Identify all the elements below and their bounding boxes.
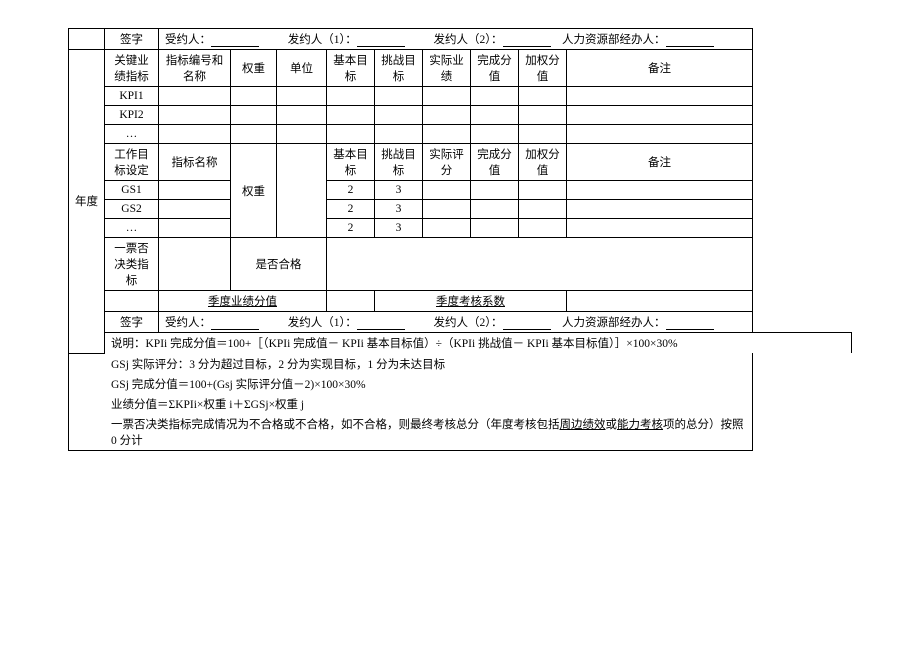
kpi-header-row: 年度 关键业绩指标 指标编号和名称 权重 单位 基本目标 挑战目标 实际业绩 完… — [69, 50, 852, 87]
sig-input[interactable] — [503, 318, 551, 330]
kpi-row: KPI2 — [69, 106, 852, 125]
gs-header-row: 工作目标设定 指标名称 权重 基本目标 挑战目标 实际评分 完成分值 加权分值 … — [69, 144, 852, 181]
appraisal-table: 签字 受约人： 发约人（1）： 发约人（2）： 人力资源部经办人： 年度 关键业… — [68, 28, 852, 451]
explain-row: 业绩分值＝ΣKPIi×权重 i＋ΣGSj×权重 j — [69, 394, 852, 414]
gs-row: GS123 — [69, 181, 852, 200]
sig-label: 签字 — [105, 312, 159, 333]
kpi-row: KPI1 — [69, 87, 852, 106]
signature-row-top: 签字 受约人： 发约人（1）： 发约人（2）： 人力资源部经办人： — [69, 29, 852, 50]
explain-row: 一票否决类指标完成情况为不合格或不合格，如不合格，则最终考核总分（年度考核包括周… — [69, 414, 852, 451]
sig-fields: 受约人： 发约人（1）： 发约人（2）： 人力资源部经办人： — [159, 312, 753, 333]
explain-row: GSj 完成分值＝100+(Gsj 实际评分值－2)×100×30% — [69, 374, 852, 394]
quarter-row: 季度业绩分值 季度考核系数 — [69, 291, 852, 312]
year-label: 年度 — [69, 50, 105, 354]
kpi-row: … — [69, 125, 852, 144]
sig-input[interactable] — [211, 318, 259, 330]
sig-input[interactable] — [666, 318, 714, 330]
explain-row: GSj 实际评分：3 分为超过目标，2 分为实现目标，1 分为未达目标 — [69, 353, 852, 374]
sig-input[interactable] — [503, 35, 551, 47]
gs-row: …23 — [69, 219, 852, 238]
sig-input[interactable] — [357, 35, 405, 47]
sig-label: 签字 — [105, 29, 159, 50]
explain-row: 说明：KPIi 完成分值＝100+［（KPIi 完成值－ KPIi 基本目标值）… — [69, 333, 852, 354]
gs-row: GS223 — [69, 200, 852, 219]
sig-input[interactable] — [357, 318, 405, 330]
signature-row-bottom: 签字 受约人： 发约人（1）： 发约人（2）： 人力资源部经办人： — [69, 312, 852, 333]
sig-input[interactable] — [211, 35, 259, 47]
veto-row: 一票否决类指标 是否合格 — [69, 238, 852, 291]
sig-input[interactable] — [666, 35, 714, 47]
sig-fields: 受约人： 发约人（1）： 发约人（2）： 人力资源部经办人： — [159, 29, 753, 50]
